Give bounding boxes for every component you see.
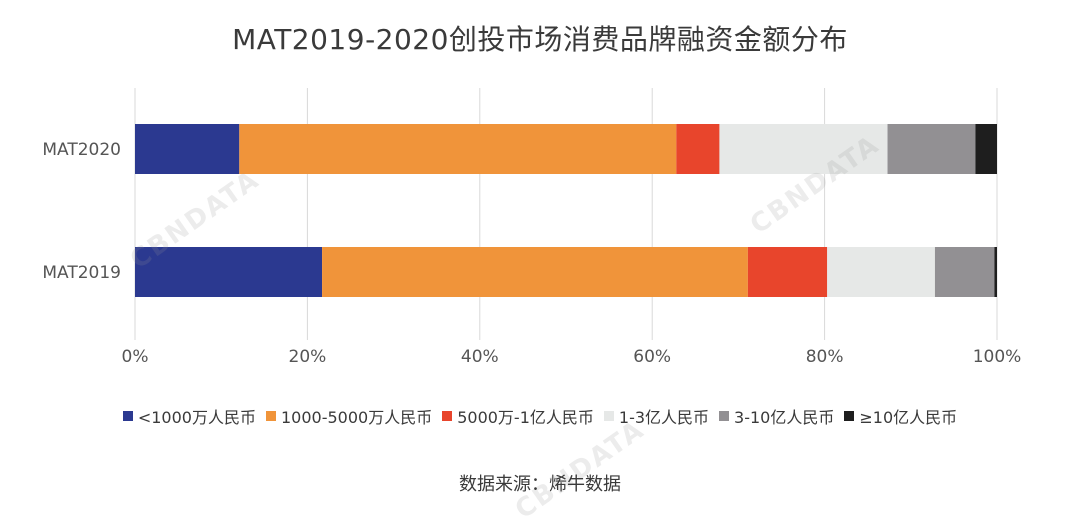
bar-mat2020-series-1 (239, 124, 677, 174)
bar-mat2019-series-2 (747, 247, 828, 297)
x-tick-label: 0% (122, 347, 149, 367)
x-tick-label: 100% (973, 347, 1022, 367)
legend-item: 1000-5000万人民币 (265, 404, 433, 428)
legend-swatch (122, 411, 133, 421)
legend-swatch (603, 411, 614, 421)
bar-mat2019-series-5 (994, 247, 997, 297)
legend-label: 1-3亿人民币 (618, 408, 710, 427)
legend-item: ≥10亿人民币 (844, 404, 957, 428)
bar-mat2020-series-0 (135, 124, 240, 174)
x-tick-label: 80% (806, 347, 844, 367)
chart-legend: <1000万人民币 1000-5000万人民币 5000万-1亿人民币 1-3亿人民币… (0, 404, 1080, 428)
data-source: 数据来源：烯牛数据 (459, 474, 621, 495)
legend-swatch (442, 411, 453, 421)
chart-plot: 0% 20% 40% 60% 80% 100% MAT2020 MAT2019 (42, 88, 1022, 367)
y-category-label: MAT2020 (42, 140, 121, 160)
legend-item: 5000万-1亿人民币 (442, 404, 594, 428)
legend-label: 1000-5000万人民币 (280, 408, 433, 427)
y-category-label: MAT2019 (42, 263, 121, 283)
bar-mat2020-series-2 (676, 124, 720, 174)
legend-swatch (844, 411, 855, 421)
legend-label: ≥10亿人民币 (859, 408, 958, 427)
chart-title: MAT2019-2020创投市场消费品牌融资金额分布 (232, 23, 848, 56)
bar-mat2019-series-0 (135, 247, 323, 297)
x-tick-label: 60% (633, 347, 671, 367)
legend-item: <1000万人民币 (122, 404, 256, 428)
bar-mat2019-series-1 (322, 247, 748, 297)
bar-mat2020-series-4 (887, 124, 976, 174)
bar-mat2020-series-3 (719, 124, 888, 174)
legend-label: 5000万-1亿人民币 (457, 408, 594, 427)
legend-item: 1-3亿人民币 (603, 404, 710, 428)
legend-label: <1000万人民币 (137, 408, 256, 427)
bar-mat2020-series-5 (975, 124, 997, 174)
bar-mat2019-series-3 (827, 247, 935, 297)
legend-item: 3-10亿人民币 (719, 404, 834, 428)
x-tick-label: 20% (289, 347, 327, 367)
x-tick-label: 40% (461, 347, 499, 367)
legend-swatch (719, 411, 730, 421)
legend-swatch (265, 411, 276, 421)
bar-mat2019-series-4 (934, 247, 995, 297)
legend-label: 3-10亿人民币 (734, 408, 835, 427)
